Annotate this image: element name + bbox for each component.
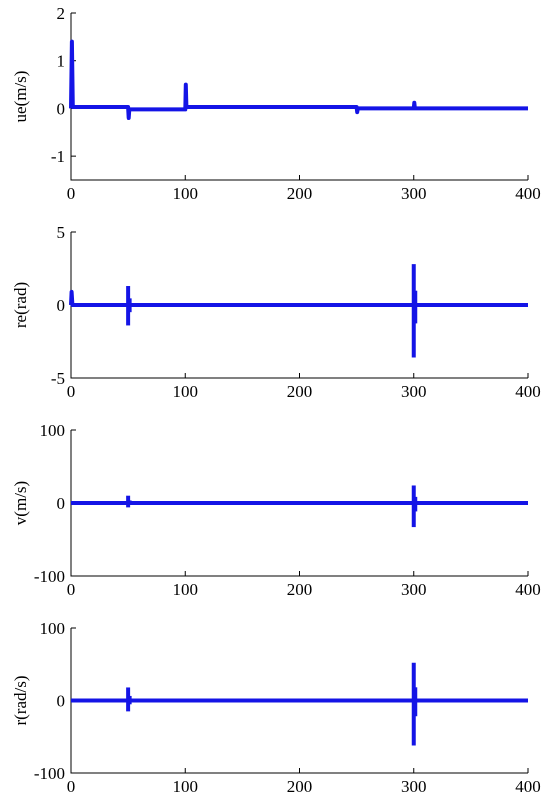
x-tick-label: 100	[173, 184, 199, 203]
series-line	[69, 39, 528, 120]
x-tick-label: 400	[515, 184, 541, 203]
x-tick-label: 0	[67, 184, 76, 203]
y-tick-label: 5	[57, 223, 66, 242]
x-tick-label: 0	[67, 777, 76, 796]
x-tick-label: 300	[401, 382, 427, 401]
y-tick-label: 2	[57, 4, 66, 23]
x-tick-label: 100	[173, 580, 199, 599]
x-tick-label: 300	[401, 184, 427, 203]
y-tick-label: 0	[57, 296, 66, 315]
x-tick-label: 100	[173, 777, 199, 796]
y-tick-label: -100	[34, 764, 65, 783]
x-tick-label: 400	[515, 580, 541, 599]
y-axis-label: r(rad/s)	[11, 675, 30, 725]
x-tick-label: 0	[67, 580, 76, 599]
y-tick-label: 0	[57, 494, 66, 513]
y-tick-label: -1	[51, 147, 65, 166]
y-axis-label: re(rad)	[11, 282, 30, 328]
x-tick-label: 400	[515, 382, 541, 401]
x-tick-label: 100	[173, 382, 199, 401]
x-tick-label: 300	[401, 777, 427, 796]
axis-frame	[70, 13, 528, 181]
x-tick-label: 200	[287, 580, 313, 599]
y-tick-label: 100	[40, 421, 66, 440]
y-axis-label: v(m/s)	[11, 481, 30, 525]
x-tick-label: 0	[67, 382, 76, 401]
y-tick-label: -100	[34, 567, 65, 586]
y-axis-label: ue(m/s)	[11, 71, 30, 123]
x-tick-label: 200	[287, 382, 313, 401]
x-tick-label: 300	[401, 580, 427, 599]
x-tick-label: 200	[287, 777, 313, 796]
y-tick-label: -5	[51, 369, 65, 388]
y-tick-label: 100	[40, 619, 66, 638]
y-tick-label: 1	[57, 52, 66, 71]
x-tick-label: 200	[287, 184, 313, 203]
series-line	[69, 289, 528, 307]
y-tick-label: 0	[57, 692, 66, 711]
y-tick-label: 0	[57, 99, 66, 118]
x-tick-label: 400	[515, 777, 541, 796]
